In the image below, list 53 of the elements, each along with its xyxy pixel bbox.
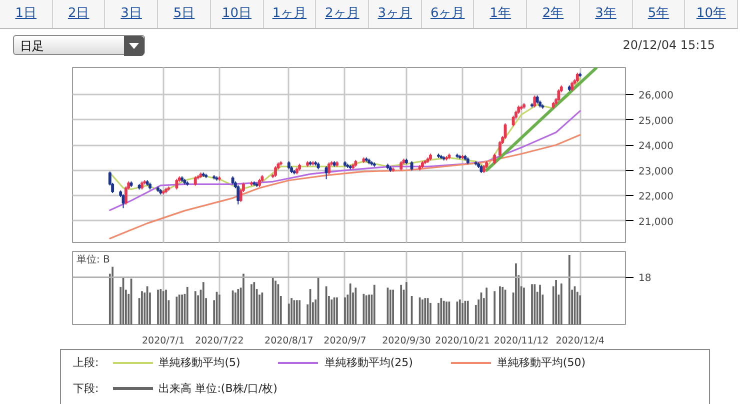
x-tick-label: 2020/12/4 bbox=[556, 336, 604, 346]
text: 18 bbox=[638, 273, 652, 284]
x-tick-label: 2020/9/7 bbox=[324, 336, 366, 346]
candlestick bbox=[493, 153, 496, 165]
y-tick-label: 24,000 bbox=[638, 141, 674, 152]
category-label: 3ヶ月 bbox=[369, 0, 422, 28]
candlestick bbox=[498, 140, 502, 158]
candlestick bbox=[576, 72, 579, 83]
category-label: 1ヶ月 bbox=[264, 0, 316, 28]
candlestick bbox=[175, 178, 178, 190]
legend-label: 単純移動平均(25) bbox=[324, 356, 413, 369]
category-label: 6ヶ月 bbox=[422, 0, 474, 28]
category-label: 3年 bbox=[580, 0, 633, 28]
category-label: 2ヶ月 bbox=[316, 0, 370, 28]
candlestick bbox=[194, 176, 197, 186]
category-label: 10日 bbox=[210, 0, 264, 28]
candlestick bbox=[236, 184, 240, 205]
category-label: 2日 bbox=[52, 0, 106, 28]
x-tick-label: 2020/9/30 bbox=[382, 336, 431, 346]
y-tick-label: 22,000 bbox=[638, 192, 674, 203]
legend-title: 上段: bbox=[73, 356, 99, 369]
y-tick-label: 26,000 bbox=[638, 90, 674, 102]
candlestick bbox=[533, 95, 536, 108]
y-axis-title: 単位: B bbox=[76, 254, 110, 266]
category-label: 1年 bbox=[474, 0, 528, 28]
category-label: 5日 bbox=[158, 0, 211, 28]
legend-label: 出来高 単位:(B株/口/枚) bbox=[158, 382, 278, 395]
text: 日足 bbox=[19, 39, 44, 53]
category-label: 10年 bbox=[685, 0, 738, 28]
category-label: 3日 bbox=[105, 0, 158, 28]
y-tick-label: 21,000 bbox=[638, 216, 674, 228]
y-tick-label: 23,000 bbox=[638, 166, 674, 178]
category-label: 1日 bbox=[0, 0, 53, 28]
category-label: 5年 bbox=[632, 0, 686, 28]
candlestick bbox=[557, 88, 560, 102]
line-series bbox=[109, 134, 581, 240]
x-tick-label: 2020/7/22 bbox=[195, 336, 244, 346]
legend-title: 下段: bbox=[73, 382, 99, 395]
x-tick-label: 2020/8/17 bbox=[264, 336, 314, 346]
y-tick-label: 25,000 bbox=[638, 116, 674, 127]
candlestick bbox=[400, 160, 403, 172]
candlestick bbox=[327, 162, 330, 175]
category-label: 2年 bbox=[527, 0, 580, 28]
x-tick-label: 2020/10/21 bbox=[435, 336, 490, 346]
legend-label: 単純移動平均(5) bbox=[158, 356, 240, 369]
candlestick bbox=[274, 166, 277, 178]
x-tick-label: 2020/11/12 bbox=[494, 336, 549, 346]
candlestick bbox=[570, 81, 574, 92]
line-series bbox=[109, 110, 581, 211]
candlestick bbox=[124, 186, 128, 206]
x-tick-label: 2020/7/1 bbox=[142, 336, 185, 346]
text: 20/12/04 15:15 bbox=[622, 37, 715, 54]
legend-label: 単純移動平均(50) bbox=[496, 356, 586, 369]
